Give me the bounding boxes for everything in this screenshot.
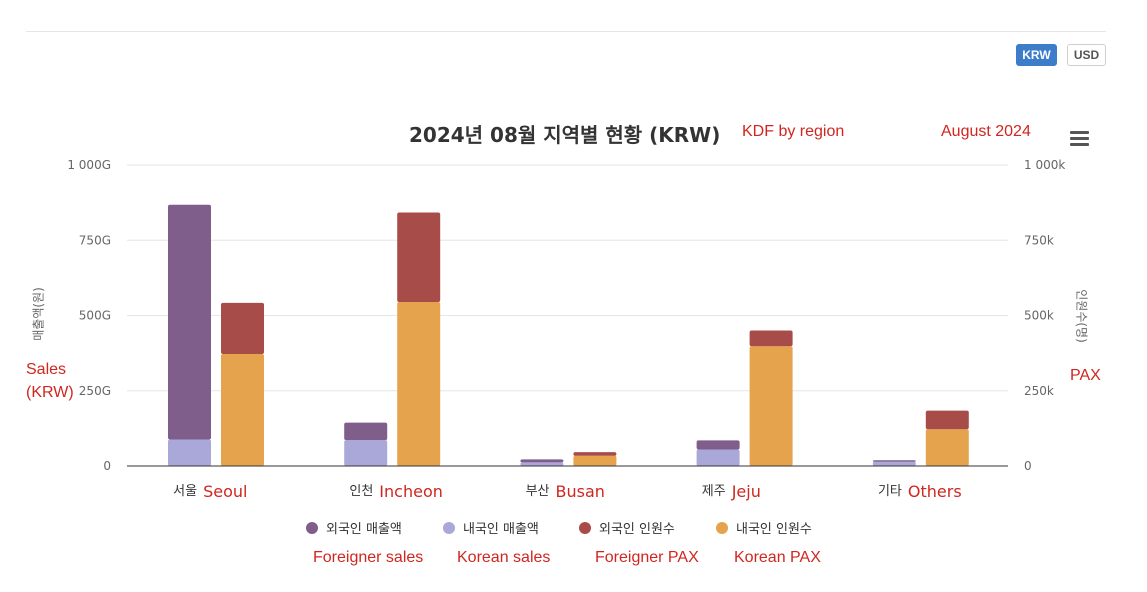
usd-currency-button[interactable]: USD (1067, 44, 1106, 66)
legend-item[interactable]: 내국인 매출액 (443, 518, 539, 537)
left-tick-label: 1 000G (67, 158, 111, 172)
pax-bar-segment (397, 212, 441, 302)
legend-label: 내국인 매출액 (463, 522, 539, 537)
category-label: 부산 (526, 484, 550, 499)
sales-bar-segment (520, 459, 564, 463)
pax-bar-segment (573, 452, 617, 456)
legend-label: 외국인 매출액 (326, 522, 402, 537)
category-annotation: Jeju (731, 482, 761, 501)
category-label: 서울 (173, 484, 197, 499)
legend-annotation: Korean sales (457, 549, 551, 566)
pax-bar-segment (221, 354, 264, 466)
chart-title: 2024년 08월 지역별 현황 (KRW) (409, 123, 721, 147)
legend-marker-icon (306, 521, 318, 534)
left-tick-label: 250G (79, 384, 111, 398)
legend-marker-icon (579, 521, 591, 534)
category-annotation: Seoul (203, 482, 247, 501)
legend-label: 내국인 인원수 (736, 522, 812, 537)
right-tick-label: 0 (1024, 459, 1032, 473)
left-tick-label: 750G (79, 233, 111, 247)
category-label: 제주 (702, 484, 726, 499)
legend-item[interactable]: 외국인 매출액 (306, 518, 402, 537)
top-divider (26, 31, 1106, 32)
pax-bar-segment (221, 302, 264, 355)
pax-bar-segment (925, 410, 969, 430)
krw-currency-button[interactable]: KRW (1016, 44, 1057, 66)
sales-bar-segment (696, 440, 740, 450)
pax-annotation: PAX (1070, 367, 1101, 384)
chart-menu-icon[interactable] (1070, 131, 1090, 149)
right-tick-label: 1 000k (1024, 158, 1065, 172)
pax-bar-segment (397, 301, 441, 466)
pax-bar-segment (749, 346, 793, 466)
sales-bar-segment (696, 449, 740, 466)
category-annotation: Others (908, 482, 962, 501)
legend-marker-icon (443, 521, 455, 534)
sales-bar-segment (168, 439, 211, 466)
right-tick-label: 750k (1024, 233, 1054, 247)
legend-label: 외국인 인원수 (599, 522, 675, 537)
category-annotation: Busan (556, 482, 605, 501)
sales-bar-segment (344, 440, 388, 466)
legend-item[interactable]: 내국인 인원수 (716, 518, 812, 537)
pax-bar-segment (925, 429, 969, 466)
legend-item[interactable]: 외국인 인원수 (579, 518, 675, 537)
category-label: 기타 (878, 484, 902, 499)
sales-bar-segment (520, 462, 564, 466)
category-label: 인천 (349, 484, 373, 499)
chart-legend: 외국인 매출액 내국인 매출액 외국인 인원수 내국인 인원수 (0, 518, 1147, 538)
pax-bar-segment (573, 455, 617, 466)
sales-bar-segment (872, 460, 916, 462)
legend-annotation: Korean PAX (734, 549, 821, 566)
sales-annotation-line2: (KRW) (26, 384, 74, 401)
right-tick-label: 500k (1024, 309, 1054, 323)
sales-bar-segment (168, 204, 211, 440)
pax-bar-segment (749, 330, 793, 347)
legend-marker-icon (716, 521, 728, 534)
right-tick-label: 250k (1024, 384, 1054, 398)
month-annotation: August 2024 (941, 123, 1031, 140)
subtitle-annotation: KDF by region (742, 123, 845, 140)
left-tick-label: 0 (103, 459, 111, 473)
legend-annotation: Foreigner sales (313, 549, 424, 566)
sales-bar-segment (872, 461, 916, 466)
sales-bar-segment (344, 422, 388, 441)
left-tick-label: 500G (79, 309, 111, 323)
sales-annotation-line1: Sales (26, 361, 67, 378)
legend-annotation: Foreigner PAX (595, 549, 699, 566)
category-annotation: Incheon (379, 482, 443, 501)
